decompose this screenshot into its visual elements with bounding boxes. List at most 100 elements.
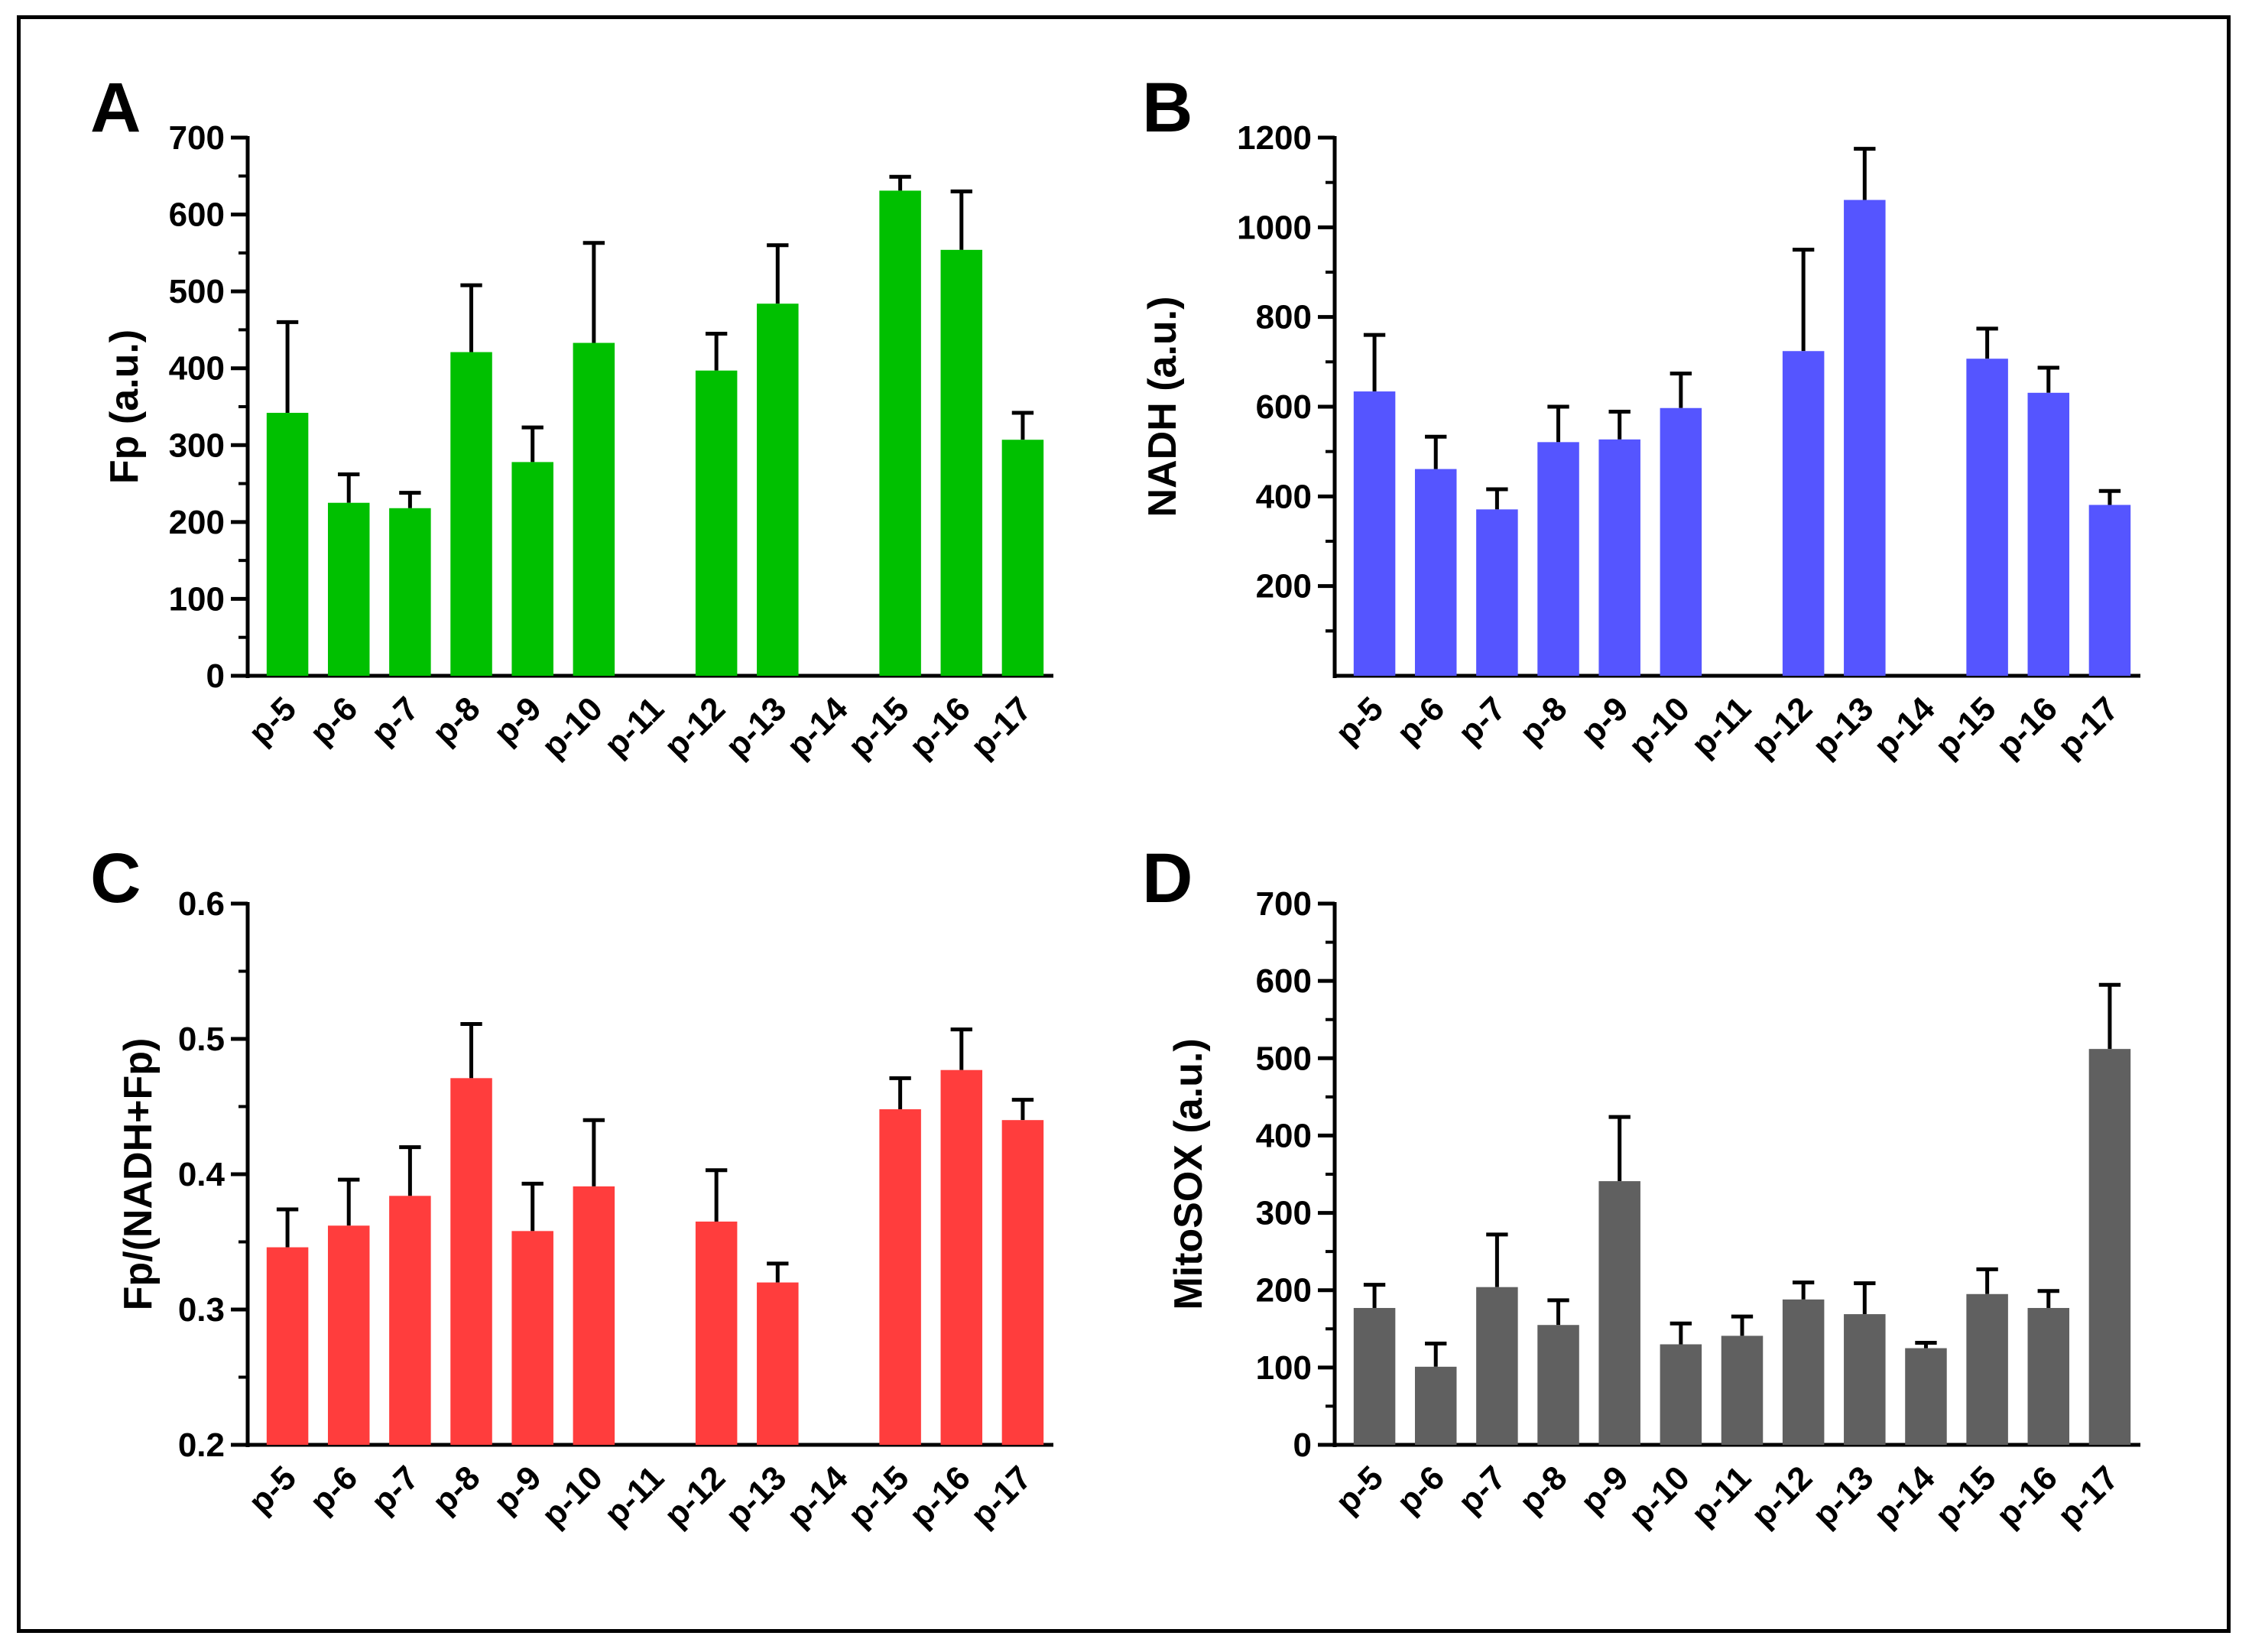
panel-c-y-axis-title: Fp/(NADH+Fp) — [116, 1038, 161, 1311]
panel-b-bar-p-7 — [1476, 509, 1518, 676]
panel-a-bar-p-10 — [573, 342, 615, 676]
panel-b-bar-p-17 — [2088, 505, 2131, 676]
panel-d-y-axis-title: MitoSOX (a.u.) — [1167, 1038, 1211, 1310]
panel-c-x-tick-label: p-8 — [425, 1459, 487, 1521]
panel-d-x-tick-label: p-16 — [1989, 1459, 2065, 1534]
panel-a-y-tick-label: 200 — [169, 504, 225, 541]
panel-d-x-tick-label: p-12 — [1744, 1459, 1820, 1534]
panel-d-bar-p-12 — [1782, 1299, 1825, 1445]
panel-b-y-tick-label: 1200 — [1237, 119, 1312, 157]
panel-a-y-tick-label: 400 — [169, 350, 225, 388]
panel-d-x-tick-label: p-14 — [1867, 1459, 1942, 1534]
panel-c-x-tick-label: p-11 — [597, 1459, 671, 1533]
panel-c-x-tick-label: p-16 — [902, 1459, 978, 1534]
panel-b-x-tick-label: p-11 — [1684, 690, 1758, 764]
panel-d-bar-p-10 — [1660, 1344, 1702, 1445]
panel-c-bar-p-12 — [695, 1221, 738, 1445]
panel-b-y-tick-label: 200 — [1256, 568, 1312, 605]
panel-d-y-tick-label: 100 — [1256, 1349, 1312, 1387]
panel-b-bar-p-5 — [1353, 391, 1396, 676]
panel-b-bar-p-9 — [1598, 439, 1640, 676]
panel-a-y-axis-title: Fp (a.u.) — [102, 329, 147, 484]
panel-c-x-tick-label: p-17 — [963, 1459, 1039, 1534]
panel-a-bar-p-7 — [389, 508, 431, 676]
panel-a-x-tick-label: p-17 — [963, 690, 1039, 765]
panel-c-bar-p-16 — [940, 1069, 983, 1445]
panel-a-x-tick-label: p-15 — [841, 690, 917, 765]
panel-c-y-tick-label: 0.5 — [178, 1021, 225, 1058]
panel-d-bar-p-9 — [1598, 1181, 1640, 1445]
panel-d-y-tick-label: 700 — [1256, 885, 1312, 923]
panel-c-bar-p-8 — [450, 1078, 492, 1445]
panel-b-x-tick-label: p-5 — [1329, 690, 1390, 751]
panel-c-bar-p-5 — [266, 1247, 309, 1445]
panel-b-bar-p-10 — [1660, 407, 1702, 676]
panel-d-x-tick-label: p-10 — [1621, 1459, 1697, 1534]
panel-b-bar-p-12 — [1782, 351, 1825, 676]
panel-d-bar-p-11 — [1721, 1336, 1764, 1445]
panel-a-bar-p-15 — [879, 190, 921, 676]
panel-d-bar-p-13 — [1844, 1314, 1886, 1445]
panel-c-x-tick-label: p-14 — [780, 1459, 855, 1534]
panel-a-x-tick-label: p-16 — [902, 690, 978, 765]
panel-d-y-tick-label: 0 — [1293, 1426, 1312, 1464]
panel-a-bar-p-9 — [511, 462, 553, 676]
panel-c-bar-p-13 — [757, 1282, 799, 1445]
panel-a-bar-p-5 — [266, 413, 309, 676]
panel-c-y-tick-label: 0.3 — [178, 1291, 225, 1329]
panel-a-x-tick-label: p-14 — [780, 690, 855, 765]
panel-a-y-tick-label: 700 — [169, 119, 225, 157]
panel-a-bar-p-8 — [450, 352, 492, 676]
panel-c-bar-p-15 — [879, 1109, 921, 1445]
panel-b-x-tick-label: p-8 — [1512, 690, 1574, 751]
panel-d-bar-p-5 — [1353, 1307, 1396, 1445]
panel-c-bar-p-7 — [389, 1196, 431, 1445]
panel-b-x-tick-label: p-12 — [1744, 690, 1820, 765]
panel-c-x-tick-label: p-15 — [841, 1459, 917, 1534]
panel-b-x-tick-label: p-17 — [2050, 690, 2126, 765]
panel-c-x-tick-label: p-10 — [534, 1459, 610, 1534]
panel-a-y-tick-label: 600 — [169, 196, 225, 234]
panel-d-x-tick-label: p-6 — [1390, 1459, 1452, 1521]
panel-b-bar-p-16 — [2027, 392, 2070, 676]
panel-d-x-tick-label: p-7 — [1451, 1459, 1513, 1521]
panel-a-x-tick-label: p-8 — [425, 690, 487, 751]
panel-b-x-tick-label: p-16 — [1989, 690, 2065, 765]
panel-d-letter: D — [1142, 839, 1193, 917]
panel-d-x-tick-label: p-8 — [1512, 1459, 1574, 1521]
panel-d-y-tick-label: 300 — [1256, 1195, 1312, 1232]
panel-d-bar-p-16 — [2027, 1307, 2070, 1445]
panel-c-letter: C — [90, 839, 141, 917]
panel-d-y-tick-label: 500 — [1256, 1040, 1312, 1077]
panel-d-y-tick-label: 200 — [1256, 1272, 1312, 1310]
panel-d-x-tick-label: p-11 — [1684, 1459, 1758, 1533]
panel-a-x-tick-label: p-5 — [242, 690, 303, 751]
panel-c-bar-p-6 — [327, 1225, 370, 1445]
panel-a-bar-p-12 — [695, 370, 738, 676]
panel-d-bar-p-7 — [1476, 1287, 1518, 1445]
panel-b-x-tick-label: p-7 — [1451, 690, 1513, 751]
panel-d-bar-p-6 — [1414, 1366, 1457, 1445]
panel-d-x-tick-label: p-15 — [1928, 1459, 2004, 1534]
panel-c-x-tick-label: p-13 — [719, 1459, 794, 1534]
panel-b-letter: B — [1142, 69, 1193, 147]
panel-d-x-tick-label: p-13 — [1806, 1459, 1881, 1534]
panel-b-y-axis-title: NADH (a.u.) — [1141, 297, 1185, 518]
panel-a-bar-p-16 — [940, 249, 983, 676]
panel-c-x-tick-label: p-6 — [303, 1459, 365, 1521]
panel-d-y-tick-label: 400 — [1256, 1117, 1312, 1154]
panel-d-bar-p-8 — [1537, 1325, 1579, 1445]
panel-a-x-tick-label: p-11 — [597, 690, 671, 764]
panel-a-x-tick-label: p-13 — [719, 690, 794, 765]
panel-c-bar-p-17 — [1001, 1120, 1044, 1445]
panel-b-x-tick-label: p-10 — [1621, 690, 1697, 765]
panel-b-x-tick-label: p-15 — [1928, 690, 2004, 765]
panel-a-y-tick-label: 300 — [169, 427, 225, 464]
panel-d-bar-p-15 — [1966, 1293, 2008, 1445]
panel-c-y-tick-label: 0.6 — [178, 885, 225, 923]
panel-a-x-tick-label: p-10 — [534, 690, 610, 765]
panel-a-x-tick-label: p-6 — [303, 690, 365, 751]
panel-d-x-tick-label: p-5 — [1329, 1459, 1390, 1521]
panel-c-bar-p-9 — [511, 1231, 553, 1445]
